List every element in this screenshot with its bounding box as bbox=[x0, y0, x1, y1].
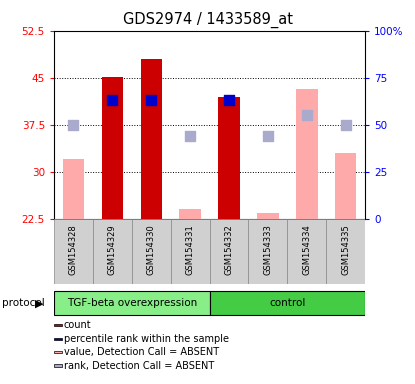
Text: ▶: ▶ bbox=[35, 298, 44, 308]
Point bbox=[187, 133, 193, 139]
Text: protocol: protocol bbox=[2, 298, 45, 308]
Text: percentile rank within the sample: percentile rank within the sample bbox=[64, 334, 229, 344]
Text: control: control bbox=[269, 298, 305, 308]
Text: GSM154330: GSM154330 bbox=[147, 224, 156, 275]
Bar bbox=[249, 219, 287, 284]
Text: GSM154335: GSM154335 bbox=[341, 224, 350, 275]
Bar bbox=[287, 219, 326, 284]
Bar bbox=[210, 219, 249, 284]
Bar bbox=[210, 291, 365, 316]
Bar bbox=[54, 219, 93, 284]
Point bbox=[265, 133, 271, 139]
Text: GSM154334: GSM154334 bbox=[303, 224, 311, 275]
Bar bbox=[54, 351, 62, 353]
Text: GSM154329: GSM154329 bbox=[108, 224, 117, 275]
Point bbox=[70, 122, 77, 128]
Bar bbox=[93, 219, 132, 284]
Bar bbox=[171, 219, 210, 284]
Bar bbox=[218, 97, 240, 219]
Bar bbox=[102, 76, 123, 219]
Point bbox=[303, 113, 310, 119]
Bar bbox=[179, 210, 201, 219]
Point bbox=[148, 97, 154, 103]
Text: TGF-beta overexpression: TGF-beta overexpression bbox=[67, 298, 197, 308]
Text: GDS2974 / 1433589_at: GDS2974 / 1433589_at bbox=[122, 12, 293, 28]
Text: count: count bbox=[64, 320, 91, 330]
Point bbox=[226, 97, 232, 103]
Bar bbox=[326, 219, 365, 284]
Bar bbox=[132, 219, 171, 284]
Text: GSM154328: GSM154328 bbox=[69, 224, 78, 275]
Bar bbox=[54, 364, 62, 367]
Text: value, Detection Call = ABSENT: value, Detection Call = ABSENT bbox=[64, 347, 219, 357]
Bar bbox=[296, 89, 317, 219]
Bar bbox=[141, 59, 162, 219]
Point bbox=[109, 97, 116, 103]
Bar bbox=[54, 338, 62, 340]
Text: GSM154331: GSM154331 bbox=[186, 224, 195, 275]
Text: GSM154333: GSM154333 bbox=[264, 224, 272, 275]
Point bbox=[342, 122, 349, 128]
Text: GSM154332: GSM154332 bbox=[225, 224, 234, 275]
Bar bbox=[54, 324, 62, 326]
Bar bbox=[257, 213, 278, 219]
Text: rank, Detection Call = ABSENT: rank, Detection Call = ABSENT bbox=[64, 361, 214, 371]
Bar bbox=[335, 153, 356, 219]
Bar bbox=[54, 291, 210, 316]
Bar bbox=[63, 159, 84, 219]
